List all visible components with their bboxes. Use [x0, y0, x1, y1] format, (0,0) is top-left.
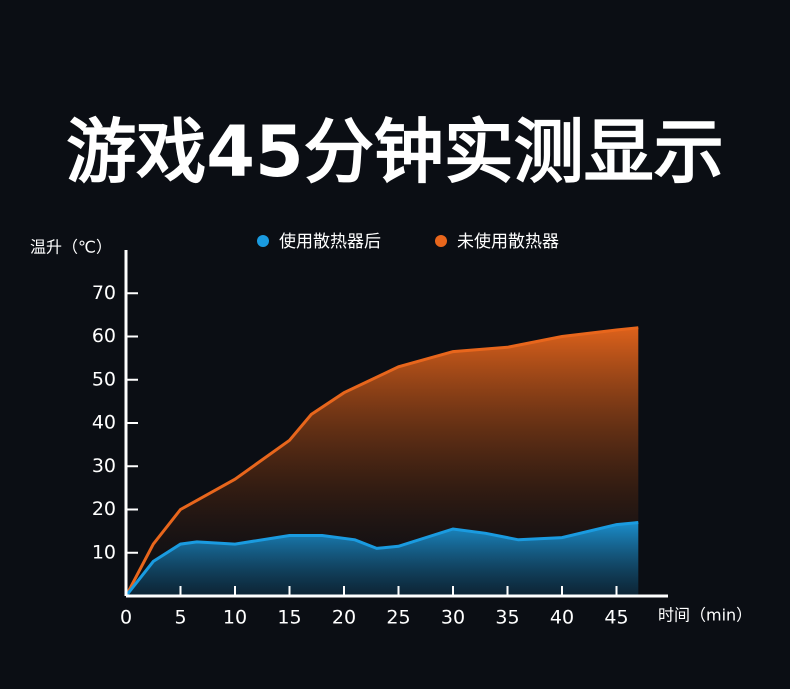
x-tick-label: 25 — [386, 607, 410, 629]
y-tick-label: 70 — [92, 282, 116, 304]
x-tick-label: 0 — [120, 607, 132, 629]
y-tick-label: 20 — [92, 498, 116, 520]
y-tick-label: 50 — [92, 368, 116, 390]
x-tick-label: 15 — [277, 607, 301, 629]
line — [124, 326, 639, 597]
area — [126, 327, 639, 596]
y-tick-label: 40 — [92, 412, 116, 434]
y-tick-label: 30 — [92, 455, 116, 477]
y-tick-label: 10 — [92, 541, 116, 563]
y-tick-label: 60 — [92, 325, 116, 347]
legend-label: 未使用散热器 — [457, 231, 559, 252]
legend-label: 使用散热器后 — [279, 231, 381, 252]
x-tick-label: 40 — [550, 607, 574, 629]
line — [124, 521, 639, 597]
x-axis-title: 时间（min） — [658, 606, 752, 625]
x-tick-label: 30 — [441, 607, 465, 629]
x-tick-label: 20 — [332, 607, 356, 629]
x-tick-label: 10 — [223, 607, 247, 629]
legend-marker — [257, 235, 269, 247]
x-tick-label: 5 — [174, 607, 186, 629]
chart-title: 游戏45分钟实测显示 — [66, 111, 723, 193]
x-tick-label: 35 — [495, 607, 519, 629]
y-axis-title: 温升（℃） — [30, 238, 112, 257]
legend-marker — [435, 235, 447, 247]
area — [126, 522, 639, 596]
x-tick-label: 45 — [604, 607, 628, 629]
